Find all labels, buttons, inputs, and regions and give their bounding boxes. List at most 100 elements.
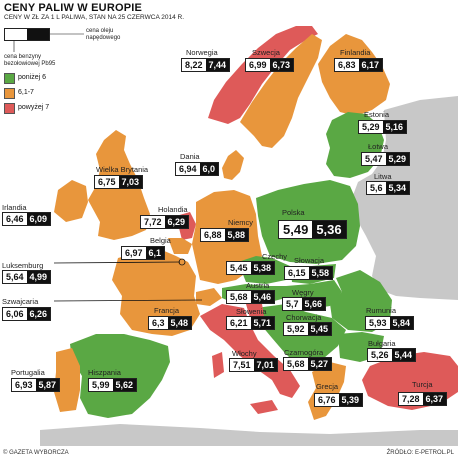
country-name-norwegia: Norwegia bbox=[186, 48, 218, 57]
price-box-holandia: 7,72 6,29 bbox=[140, 215, 190, 229]
leader-dot-luksemburg bbox=[178, 258, 186, 266]
pb95-estonia: 5,29 bbox=[359, 121, 383, 133]
country-name-slowenia: Słowenia bbox=[236, 307, 267, 316]
pb95-slowacja: 6,15 bbox=[285, 267, 309, 279]
footer-source: ŹRÓDŁO: E-PETROL.PL bbox=[386, 450, 454, 456]
country-name-bulgaria: Bułgaria bbox=[368, 339, 396, 348]
pb95-hiszpania: 5,99 bbox=[89, 379, 113, 391]
diesel-grecja: 5,39 bbox=[338, 394, 363, 406]
diesel-dania: 6,0 bbox=[199, 163, 219, 175]
leader-luksemburg bbox=[53, 261, 181, 264]
diesel-lotwa: 5,29 bbox=[385, 153, 410, 165]
map-title: CENY PALIW W EUROPIE bbox=[4, 2, 143, 14]
country-shape-belgia bbox=[168, 238, 192, 254]
price-box-polska: 5,49 5,36 bbox=[278, 220, 347, 239]
country-name-dania: Dania bbox=[180, 152, 200, 161]
diesel-irlandia: 6,09 bbox=[26, 213, 51, 225]
price-box-turcja: 7,28 6,37 bbox=[398, 392, 448, 406]
pb95-dania: 6,94 bbox=[176, 163, 200, 175]
price-box-czechy: 5,45 5,38 bbox=[226, 261, 276, 275]
pb95-szwecja: 6,99 bbox=[246, 59, 270, 71]
diesel-wielka-brytania: 7,03 bbox=[118, 176, 143, 188]
diesel-chorwacja: 5,45 bbox=[307, 323, 332, 335]
country-shape-portugalia bbox=[54, 348, 80, 412]
price-box-wlochy: 7,51 7,01 bbox=[229, 358, 279, 372]
country-shape-east bbox=[352, 96, 458, 300]
pb95-austria: 5,68 bbox=[227, 291, 251, 303]
key-diesel-label: cena oleju napędowego bbox=[86, 28, 121, 41]
diesel-litwa: 5,34 bbox=[385, 182, 410, 194]
island-sardynia bbox=[212, 352, 224, 378]
price-box-czarnogora: 5,68 5,27 bbox=[283, 357, 333, 371]
legend-label-high: powyżej 7 bbox=[18, 104, 50, 111]
legend-label-low: poniżej 6 bbox=[18, 74, 47, 81]
price-box-luksemburg: 5,64 4,99 bbox=[2, 270, 52, 284]
price-box-francja: 6,3 5,48 bbox=[148, 316, 193, 330]
country-name-szwajcaria: Szwajcaria bbox=[2, 297, 39, 306]
footer-credit: © GAZETA WYBORCZA bbox=[3, 450, 69, 456]
diesel-szwajcaria: 6,26 bbox=[26, 308, 51, 320]
diesel-slowacja: 5,58 bbox=[308, 267, 333, 279]
leader-szwajcaria bbox=[53, 299, 203, 302]
country-name-holandia: Holandia bbox=[158, 205, 188, 214]
pb95-luksemburg: 5,64 bbox=[3, 271, 27, 283]
price-box-slowacja: 6,15 5,58 bbox=[284, 266, 334, 280]
country-shape-szwecja bbox=[240, 34, 322, 148]
pb95-czechy: 5,45 bbox=[227, 262, 251, 274]
country-name-czechy: Czechy bbox=[262, 252, 288, 261]
legend-label-mid: 6,1-7 bbox=[18, 89, 34, 96]
key-pb95-cell bbox=[5, 29, 27, 40]
pb95-szwajcaria: 6,06 bbox=[3, 308, 27, 320]
pb95-finlandia: 6,83 bbox=[335, 59, 359, 71]
country-shape-slowenia bbox=[246, 304, 264, 318]
pb95-irlandia: 6,46 bbox=[3, 213, 27, 225]
price-box-portugalia: 6,93 5,87 bbox=[11, 378, 61, 392]
key-diesel-cell bbox=[27, 29, 49, 40]
country-shape-balkany bbox=[256, 304, 346, 368]
country-shape-francja bbox=[112, 250, 200, 336]
price-box-hiszpania: 5,99 5,62 bbox=[88, 378, 138, 392]
country-name-wlochy: Włochy bbox=[232, 349, 257, 358]
pb95-turcja: 7,28 bbox=[399, 393, 423, 405]
pb95-wegry: 5,7 bbox=[283, 298, 302, 310]
country-name-irlandia: Irlandia bbox=[2, 203, 27, 212]
country-shape-finlandia bbox=[318, 34, 390, 116]
price-box-lotwa: 5,47 5,29 bbox=[361, 152, 411, 166]
price-box-grecja: 6,76 5,39 bbox=[314, 393, 364, 407]
price-box-austria: 5,68 5,46 bbox=[226, 290, 276, 304]
country-name-belgia: Belgia bbox=[150, 236, 171, 245]
pb95-litwa: 5,6 bbox=[367, 182, 386, 194]
country-name-chorwacja: Chorwacja bbox=[286, 313, 322, 322]
price-box-finlandia: 6,83 6,17 bbox=[334, 58, 384, 72]
country-name-czarnogora: Czarnogóra bbox=[284, 348, 324, 357]
pb95-slowenia: 6,21 bbox=[227, 317, 251, 329]
price-box-chorwacja: 5,92 5,45 bbox=[283, 322, 333, 336]
country-name-litwa: Litwa bbox=[374, 172, 392, 181]
pb95-norwegia: 8,22 bbox=[182, 59, 206, 71]
country-shape-irlandia bbox=[54, 180, 88, 222]
price-box-estonia: 5,29 5,16 bbox=[358, 120, 408, 134]
island-sycylia bbox=[250, 400, 278, 414]
country-name-luksemburg: Luksemburg bbox=[2, 261, 44, 270]
country-name-francja: Francja bbox=[154, 306, 180, 315]
diesel-szwecja: 6,73 bbox=[269, 59, 294, 71]
diesel-hiszpania: 5,62 bbox=[112, 379, 137, 391]
diesel-portugalia: 5,87 bbox=[35, 379, 60, 391]
country-name-grecja: Grecja bbox=[316, 382, 339, 391]
pb95-francja: 6,3 bbox=[149, 317, 168, 329]
country-name-hiszpania: Hiszpania bbox=[88, 368, 121, 377]
price-box-niemcy: 6,88 5,88 bbox=[200, 228, 250, 242]
country-name-wegry: Węgry bbox=[292, 288, 314, 297]
country-name-lotwa: Łotwa bbox=[368, 142, 389, 151]
price-box-szwecja: 6,99 6,73 bbox=[245, 58, 295, 72]
pb95-wielka-brytania: 6,75 bbox=[95, 176, 119, 188]
country-name-portugalia: Portugalia bbox=[11, 368, 45, 377]
diesel-polska: 5,36 bbox=[312, 221, 346, 238]
price-box-slowenia: 6,21 5,71 bbox=[226, 316, 276, 330]
diesel-bulgaria: 5,44 bbox=[391, 349, 416, 361]
country-name-niemcy: Niemcy bbox=[228, 218, 254, 227]
price-box-dania: 6,94 6,0 bbox=[175, 162, 220, 176]
pb95-grecja: 6,76 bbox=[315, 394, 339, 406]
diesel-luksemburg: 4,99 bbox=[26, 271, 51, 283]
diesel-holandia: 6,29 bbox=[164, 216, 189, 228]
